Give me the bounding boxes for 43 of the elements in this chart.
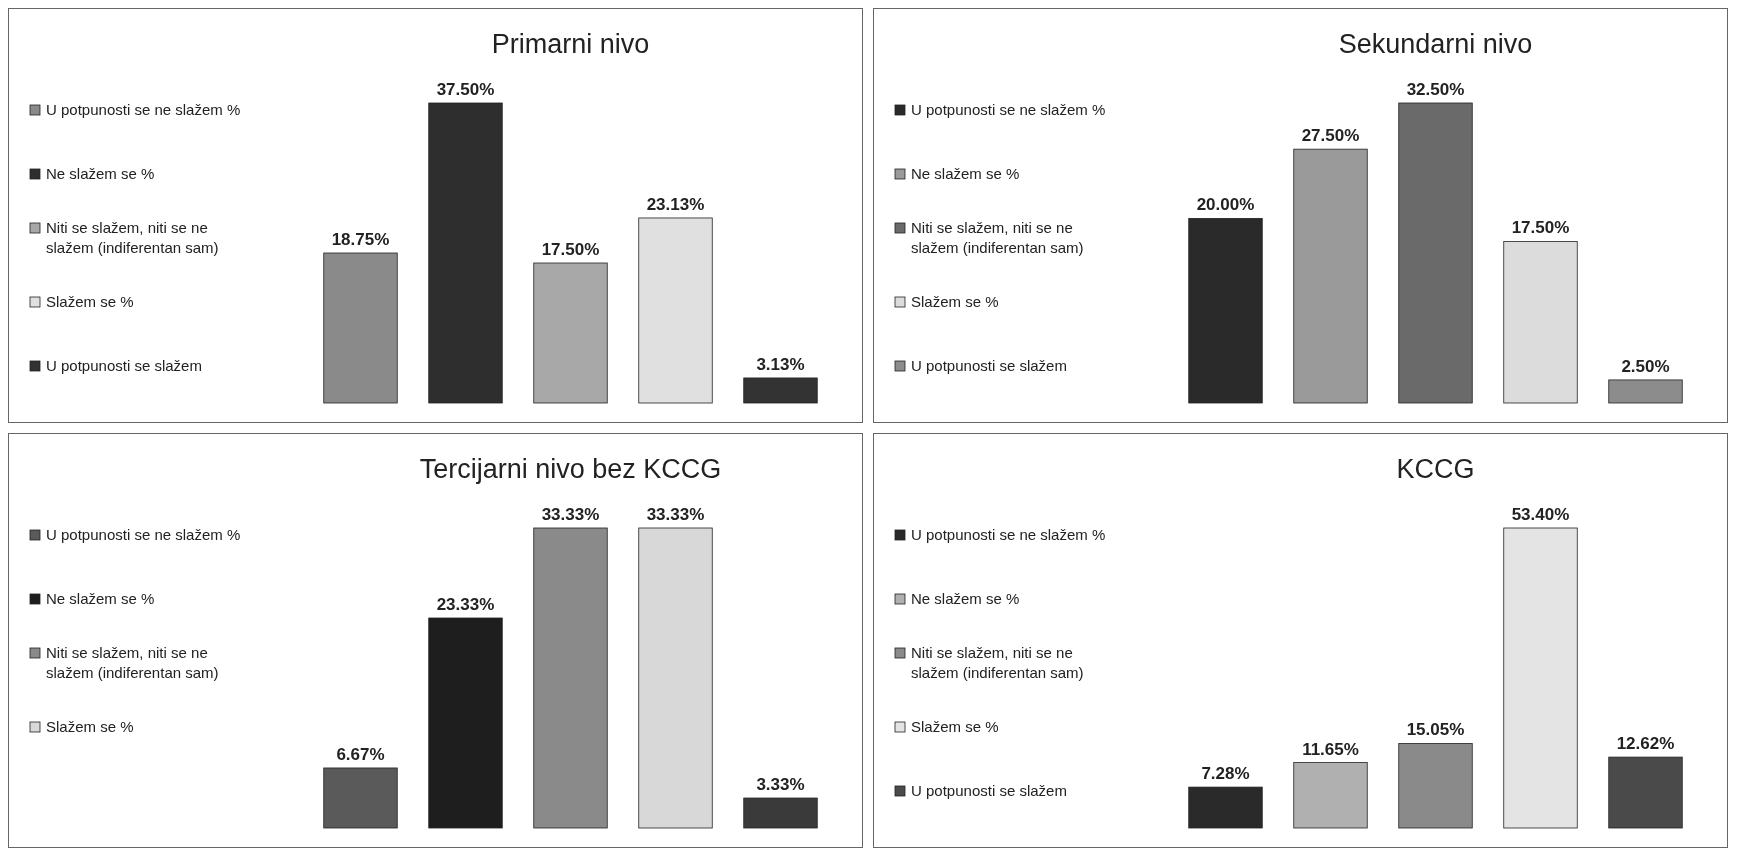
- legend-label: Slažem se %: [911, 293, 999, 310]
- chart-title: KCCG: [1396, 454, 1475, 484]
- data-label: 6.67%: [336, 744, 385, 764]
- legend-label: Ne slažem se %: [911, 590, 1020, 607]
- chart-title: Sekundarni nivo: [1338, 29, 1533, 59]
- legend-label: U potpunosti se ne slažem %: [46, 526, 241, 543]
- data-label: 11.65%: [1302, 739, 1359, 759]
- legend-label: U potpunosti se ne slažem %: [46, 101, 241, 118]
- data-label: 3.33%: [756, 775, 805, 795]
- data-label: 17.50%: [541, 240, 600, 259]
- legend-label: U potpunosti se ne slažem %: [911, 526, 1106, 543]
- data-label: 33.33%: [646, 505, 705, 524]
- chart-title: Primarni nivo: [491, 29, 650, 59]
- data-label: 53.40%: [1511, 505, 1570, 524]
- data-label: 3.13%: [756, 354, 805, 374]
- data-label: 20.00%: [1196, 195, 1255, 215]
- data-label: 2.50%: [1621, 356, 1670, 376]
- legend-label: Slažem se %: [911, 718, 999, 735]
- legend-label: Slažem se %: [46, 718, 134, 735]
- data-label: 37.50%: [436, 80, 495, 99]
- data-label: 27.50%: [1301, 126, 1360, 146]
- legend-label: Ne slažem se %: [46, 165, 155, 182]
- legend-label: Niti se slažem, niti se ne slažem (indiferentan sam): [911, 219, 1084, 256]
- legend-label: Slažem se %: [46, 293, 134, 310]
- data-label: 23.13%: [646, 194, 705, 214]
- legend-label: U potpunosti se slažem: [911, 357, 1067, 374]
- data-label: 23.33%: [436, 595, 495, 615]
- chart-title: Tercijarni nivo bez KCCG: [419, 454, 722, 484]
- legend-label: Niti se slažem, niti se ne slažem (indiferentan sam): [46, 644, 219, 681]
- legend-label: U potpunosti se slažem: [911, 782, 1067, 799]
- legend-label: Niti se slažem, niti se ne slažem (indiferentan sam): [46, 219, 219, 256]
- legend-label: Ne slažem se %: [911, 165, 1020, 182]
- legend-label: Niti se slažem, niti se ne slažem (indiferentan sam): [911, 644, 1084, 681]
- data-label: 33.33%: [541, 505, 600, 524]
- data-label: 7.28%: [1201, 764, 1250, 784]
- legend-label: U potpunosti se slažem: [46, 357, 202, 374]
- data-label: 12.62%: [1616, 734, 1675, 754]
- legend-label: U potpunosti se ne slažem %: [911, 101, 1106, 118]
- data-label: 15.05%: [1406, 720, 1465, 740]
- data-label: 32.50%: [1406, 80, 1465, 99]
- data-label: 18.75%: [331, 230, 390, 249]
- legend-label: Ne slažem se %: [46, 590, 155, 607]
- data-label: 17.50%: [1511, 218, 1570, 238]
